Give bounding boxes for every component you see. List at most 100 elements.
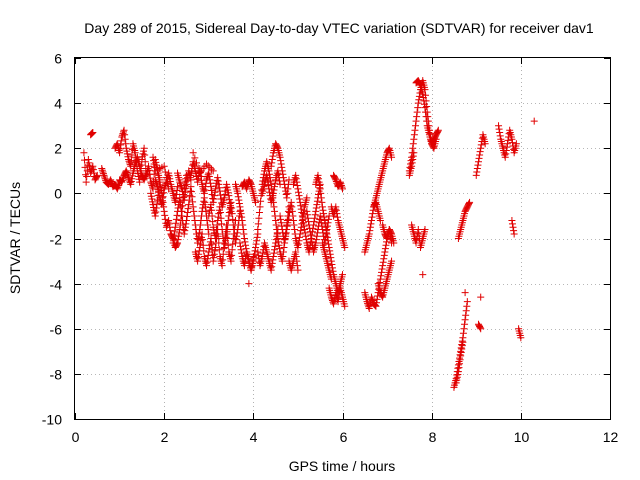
data-point bbox=[116, 145, 124, 153]
data-point bbox=[142, 169, 150, 177]
data-point bbox=[477, 325, 485, 333]
data-point bbox=[460, 325, 468, 333]
data-point bbox=[301, 229, 309, 237]
data-point bbox=[305, 221, 313, 229]
data-point bbox=[316, 181, 324, 189]
data-point bbox=[89, 166, 97, 174]
data-point bbox=[187, 188, 195, 196]
data-point bbox=[225, 192, 233, 200]
data-point bbox=[476, 151, 484, 159]
data-point bbox=[205, 169, 213, 177]
data-point bbox=[136, 178, 144, 186]
data-point bbox=[268, 159, 276, 167]
data-point bbox=[172, 215, 180, 223]
data-point bbox=[501, 153, 509, 161]
data-point bbox=[502, 147, 510, 155]
data-point bbox=[388, 239, 396, 247]
data-point bbox=[282, 229, 290, 237]
data-point bbox=[481, 140, 489, 148]
y-axis-label: SDTVAR / TECUs bbox=[7, 182, 23, 294]
data-point bbox=[253, 237, 261, 245]
data-point bbox=[121, 135, 129, 143]
data-point bbox=[208, 212, 216, 220]
data-point bbox=[177, 181, 185, 189]
data-point bbox=[319, 206, 327, 214]
data-point bbox=[215, 210, 223, 218]
data-point bbox=[84, 156, 92, 164]
data-point bbox=[318, 198, 326, 206]
data-point bbox=[284, 215, 292, 223]
data-point bbox=[297, 202, 305, 210]
data-point bbox=[455, 364, 463, 372]
data-point bbox=[313, 232, 321, 240]
data-point bbox=[184, 209, 192, 217]
data-point bbox=[303, 194, 311, 202]
data-point bbox=[204, 221, 212, 229]
data-point bbox=[314, 171, 322, 179]
data-point bbox=[459, 338, 467, 346]
data-point bbox=[463, 298, 471, 306]
data-point bbox=[293, 178, 301, 186]
data-point bbox=[306, 228, 314, 236]
data-point bbox=[148, 181, 156, 189]
data-point bbox=[367, 216, 375, 224]
data-point bbox=[158, 201, 166, 209]
data-point bbox=[380, 255, 388, 263]
data-point bbox=[279, 253, 287, 261]
data-point bbox=[328, 260, 336, 268]
data-point bbox=[411, 126, 419, 134]
data-point bbox=[475, 154, 483, 162]
data-point bbox=[191, 154, 199, 162]
data-point bbox=[248, 263, 256, 271]
data-point bbox=[206, 176, 214, 184]
data-point bbox=[161, 168, 169, 176]
data-point bbox=[337, 181, 345, 189]
data-point bbox=[326, 247, 334, 255]
data-point bbox=[153, 200, 161, 208]
data-point bbox=[461, 320, 469, 328]
data-point bbox=[176, 198, 184, 206]
data-point bbox=[381, 248, 389, 256]
data-point bbox=[166, 227, 174, 235]
data-point bbox=[117, 137, 125, 145]
data-point bbox=[249, 256, 257, 264]
data-point bbox=[208, 187, 216, 195]
data-point bbox=[114, 181, 122, 189]
data-point bbox=[271, 179, 279, 187]
data-point bbox=[160, 162, 168, 170]
data-point bbox=[176, 180, 184, 188]
data-point bbox=[271, 242, 279, 250]
data-point bbox=[219, 250, 227, 258]
data-point bbox=[508, 135, 516, 143]
data-point bbox=[222, 233, 230, 241]
data-point bbox=[504, 136, 512, 144]
data-point bbox=[221, 240, 229, 248]
data-point bbox=[366, 227, 374, 235]
data-point bbox=[188, 193, 196, 201]
data-point bbox=[221, 191, 229, 199]
data-point bbox=[254, 225, 262, 233]
data-point bbox=[341, 302, 349, 310]
data-point bbox=[369, 206, 377, 214]
data-point bbox=[365, 303, 373, 311]
data-point bbox=[307, 235, 315, 242]
data-point bbox=[503, 140, 511, 148]
x-tick-label: 12 bbox=[603, 429, 619, 445]
data-point bbox=[148, 183, 156, 191]
data-point bbox=[377, 272, 385, 280]
data-point bbox=[408, 159, 416, 167]
data-point bbox=[274, 167, 282, 175]
data-point bbox=[477, 144, 485, 152]
data-point bbox=[229, 215, 237, 223]
data-point bbox=[191, 216, 199, 224]
data-point bbox=[118, 176, 126, 184]
data-point bbox=[152, 179, 160, 187]
data-point bbox=[177, 203, 185, 211]
data-point bbox=[339, 185, 346, 193]
data-point bbox=[235, 200, 243, 208]
data-point bbox=[296, 195, 304, 203]
data-point bbox=[227, 198, 235, 206]
data-point bbox=[273, 143, 281, 151]
data-point bbox=[284, 185, 292, 193]
data-point bbox=[312, 204, 320, 212]
